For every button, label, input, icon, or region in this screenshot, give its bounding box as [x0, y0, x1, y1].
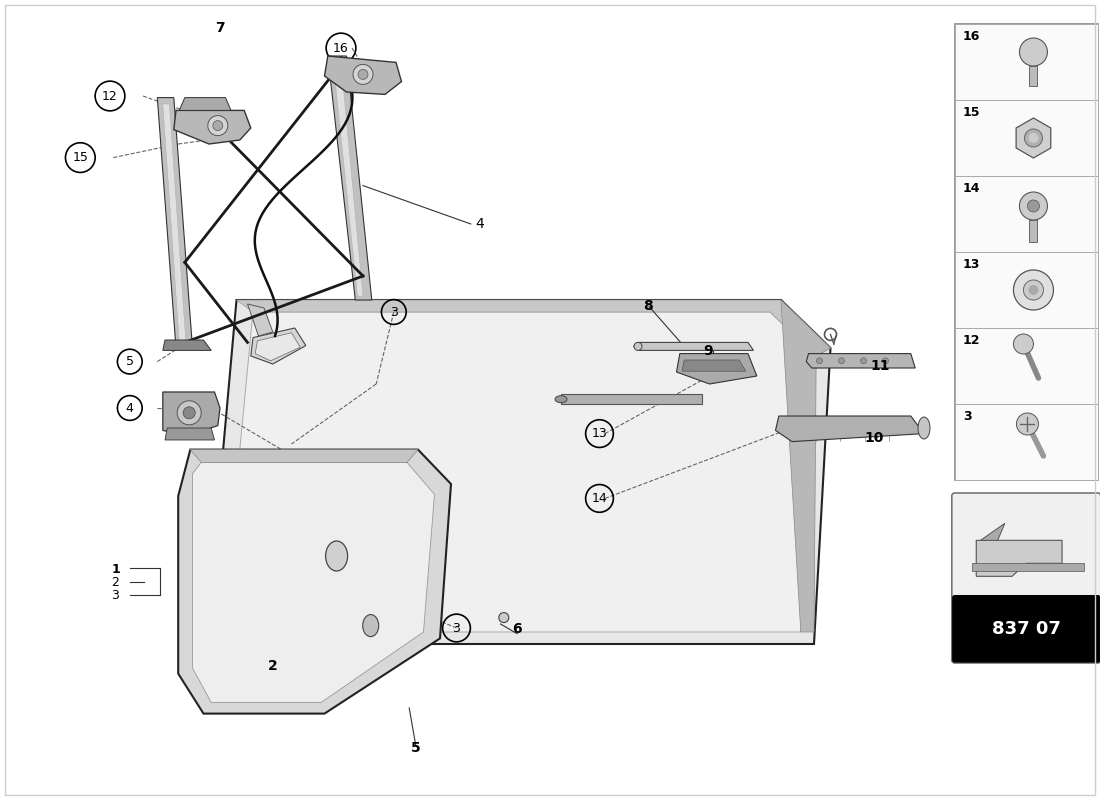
Text: 14: 14: [962, 182, 980, 195]
Circle shape: [1024, 129, 1043, 147]
Polygon shape: [561, 394, 702, 404]
Circle shape: [358, 70, 368, 79]
Ellipse shape: [918, 417, 930, 439]
Text: 16: 16: [962, 30, 980, 43]
Circle shape: [1028, 133, 1038, 143]
Text: 5: 5: [411, 741, 420, 755]
Text: 7: 7: [216, 21, 224, 35]
Circle shape: [1027, 200, 1040, 212]
Polygon shape: [163, 392, 220, 436]
Circle shape: [498, 613, 509, 622]
Polygon shape: [255, 333, 300, 361]
Text: 12: 12: [962, 334, 980, 347]
Bar: [955, 404, 1098, 480]
Text: 13: 13: [592, 427, 607, 440]
Circle shape: [1016, 413, 1038, 435]
Circle shape: [816, 358, 823, 364]
Text: 837 07: 837 07: [992, 620, 1060, 638]
Circle shape: [1023, 280, 1044, 300]
Polygon shape: [634, 342, 754, 350]
Circle shape: [838, 358, 845, 364]
FancyBboxPatch shape: [953, 596, 1100, 662]
Circle shape: [1013, 270, 1054, 310]
Polygon shape: [251, 328, 306, 364]
Text: 11: 11: [870, 358, 890, 373]
Polygon shape: [333, 62, 363, 296]
Text: 1: 1: [111, 563, 120, 576]
Circle shape: [1020, 38, 1047, 66]
Text: 4: 4: [125, 402, 134, 414]
Bar: [1030, 220, 1037, 242]
Polygon shape: [179, 98, 231, 110]
Polygon shape: [226, 312, 816, 632]
Text: 3: 3: [389, 306, 398, 318]
Polygon shape: [236, 300, 830, 356]
Text: 2: 2: [268, 658, 277, 673]
Circle shape: [184, 406, 195, 419]
Bar: [1030, 66, 1037, 86]
Ellipse shape: [363, 614, 378, 637]
Ellipse shape: [326, 541, 348, 571]
Circle shape: [1020, 192, 1047, 220]
Text: 13: 13: [962, 258, 980, 271]
Circle shape: [1013, 334, 1034, 354]
Circle shape: [1028, 285, 1038, 295]
Polygon shape: [157, 98, 192, 348]
Text: 3: 3: [111, 589, 120, 602]
Text: 15: 15: [962, 106, 980, 119]
Polygon shape: [682, 360, 746, 371]
Circle shape: [860, 358, 867, 364]
Polygon shape: [209, 300, 830, 644]
Circle shape: [882, 358, 889, 364]
Polygon shape: [676, 354, 757, 384]
Circle shape: [212, 121, 223, 130]
Bar: [955, 328, 1098, 404]
Polygon shape: [248, 304, 273, 336]
Polygon shape: [781, 300, 830, 632]
FancyBboxPatch shape: [952, 493, 1100, 663]
Text: 9: 9: [704, 344, 713, 358]
Text: 10: 10: [865, 431, 884, 446]
Ellipse shape: [556, 396, 566, 402]
Bar: [955, 100, 1098, 176]
Circle shape: [177, 401, 201, 425]
Circle shape: [353, 64, 373, 84]
Polygon shape: [174, 110, 251, 144]
Polygon shape: [192, 462, 434, 702]
Text: 12: 12: [102, 90, 118, 102]
Text: 16: 16: [333, 42, 349, 54]
Polygon shape: [806, 354, 915, 368]
Circle shape: [208, 115, 228, 135]
Bar: [955, 252, 1098, 328]
Polygon shape: [165, 428, 214, 440]
Polygon shape: [178, 450, 451, 714]
Text: 6: 6: [513, 622, 521, 636]
Text: 2: 2: [111, 576, 120, 589]
Bar: [955, 176, 1098, 252]
Bar: [955, 24, 1098, 480]
Polygon shape: [980, 523, 1004, 540]
Text: 5: 5: [125, 355, 134, 368]
Ellipse shape: [634, 342, 642, 350]
Polygon shape: [328, 56, 372, 300]
Polygon shape: [776, 416, 924, 442]
Bar: [955, 24, 1098, 100]
Text: 4: 4: [475, 217, 484, 231]
Polygon shape: [163, 104, 186, 342]
Bar: [972, 563, 1084, 571]
Text: 14: 14: [592, 492, 607, 505]
Polygon shape: [977, 540, 1062, 576]
Text: 3: 3: [452, 622, 461, 634]
Text: 8: 8: [644, 299, 652, 314]
Text: 3: 3: [962, 410, 971, 423]
Text: 15: 15: [73, 151, 88, 164]
Polygon shape: [324, 56, 402, 94]
Polygon shape: [190, 450, 418, 462]
Polygon shape: [163, 340, 211, 350]
